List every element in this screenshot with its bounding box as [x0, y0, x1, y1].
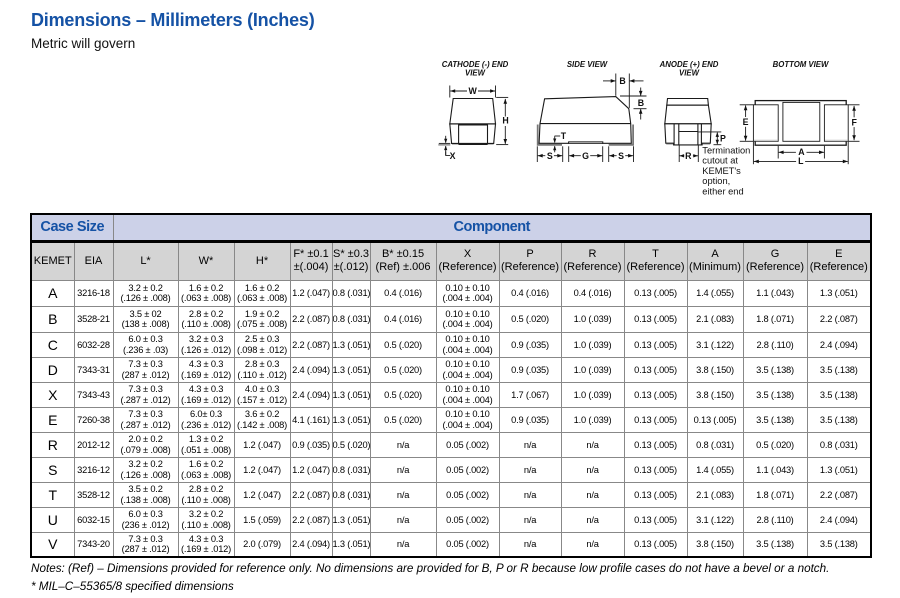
svg-text:W: W [469, 86, 478, 96]
svg-text:VIEW: VIEW [679, 69, 700, 78]
svg-text:G: G [582, 151, 589, 161]
svg-text:T: T [561, 131, 567, 141]
svg-text:F: F [852, 117, 858, 127]
svg-text:S: S [547, 151, 553, 161]
svg-text:BOTTOM VIEW: BOTTOM VIEW [773, 60, 829, 69]
svg-text:CATHODE (-) END: CATHODE (-) END [442, 60, 509, 69]
svg-text:ANODE (+) END: ANODE (+) END [659, 60, 719, 69]
svg-text:B: B [619, 76, 625, 86]
svg-text:S: S [618, 151, 624, 161]
svg-text:VIEW: VIEW [465, 69, 486, 78]
svg-text:P: P [720, 133, 726, 143]
svg-text:B: B [638, 98, 644, 108]
svg-text:cutout at: cutout at [702, 156, 738, 166]
svg-text:H: H [502, 116, 508, 126]
svg-text:E: E [743, 117, 749, 127]
svg-text:KEMET's: KEMET's [702, 166, 741, 176]
svg-text:A: A [798, 147, 805, 157]
svg-text:X: X [450, 151, 456, 161]
svg-text:option,: option, [702, 176, 730, 186]
svg-text:L: L [798, 156, 804, 166]
svg-text:Termination: Termination [702, 146, 750, 156]
svg-text:either end: either end [702, 186, 743, 196]
svg-text:R: R [685, 151, 692, 161]
svg-text:SIDE VIEW: SIDE VIEW [567, 60, 608, 69]
